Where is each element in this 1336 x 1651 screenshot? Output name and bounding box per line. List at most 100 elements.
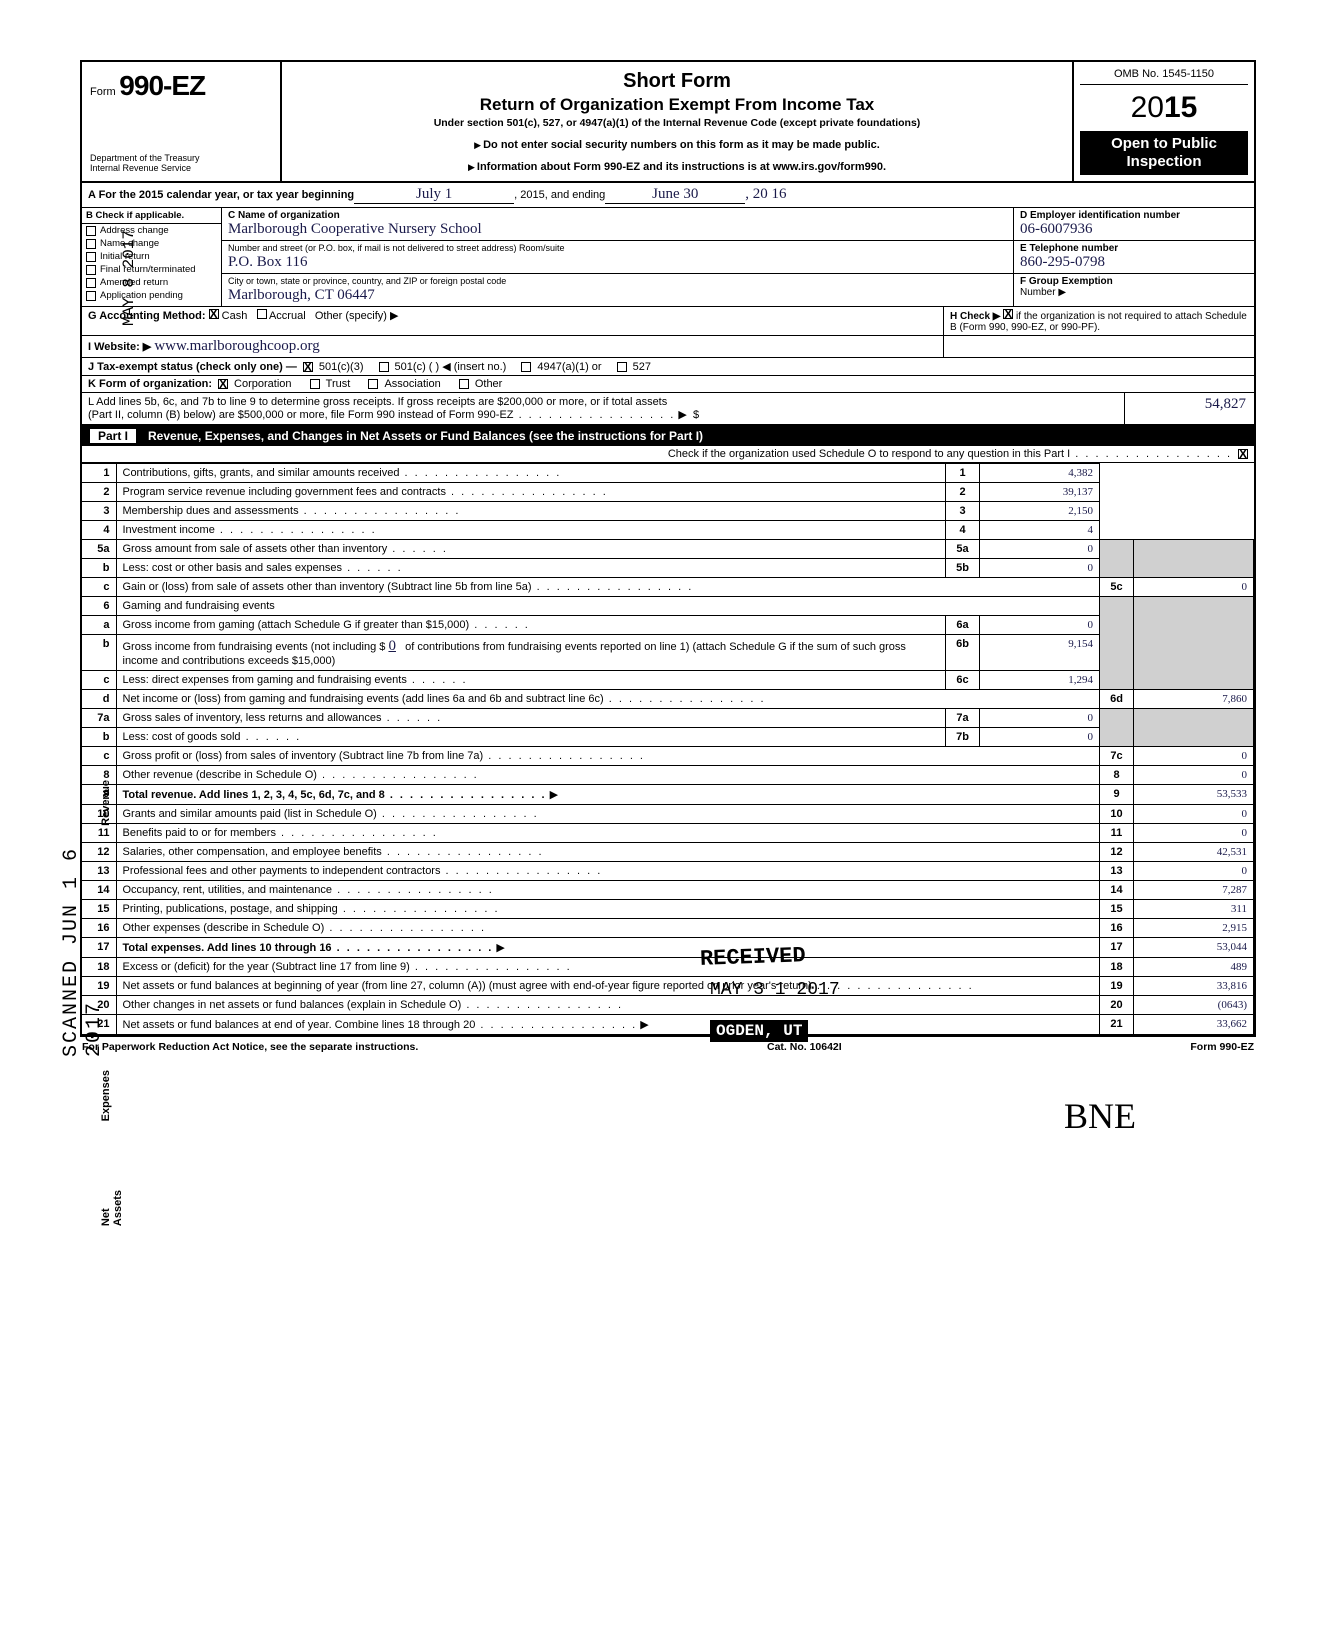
instr-ssn: Do not enter social security numbers on … [294,139,1060,151]
chk-schedule-o[interactable] [1238,449,1248,459]
stamp-may-side: MAY 8 2017 [120,230,138,326]
row-i: I Website: ▶ www.marlboroughcoop.org [82,336,1254,358]
footer: For Paperwork Reduction Act Notice, see … [80,1037,1256,1057]
line-6b: bGross income from fundraising events (n… [82,635,1254,671]
line-13: 13Professional fees and other payments t… [82,862,1254,881]
row-h: H Check ▶ if the organization is not req… [944,307,1254,335]
line-6c: cLess: direct expenses from gaming and f… [82,671,1254,690]
col-b: B Check if applicable. Address change Na… [82,208,222,306]
line-6: 6Gaming and fundraising events [82,597,1254,616]
header-left: Form 990-EZ Department of the Treasury I… [82,62,282,181]
tax-year: 2015 [1080,91,1248,125]
org-city: Marlborough, CT 06447 [228,287,375,303]
chk-assoc[interactable] [368,379,378,389]
line-7c: cGross profit or (loss) from sales of in… [82,747,1254,766]
chk-h[interactable] [1003,309,1013,319]
row-i-left: I Website: ▶ www.marlboroughcoop.org [82,336,944,357]
header-right: OMB No. 1545-1150 2015 Open to PublicIns… [1074,62,1254,181]
col-c: C Name of organization Marlborough Coope… [222,208,1014,306]
line-1: 1Contributions, gifts, grants, and simil… [82,464,1254,483]
row-a-yr: , 20 16 [745,186,786,203]
row-a-begin: July 1 [354,186,514,204]
header-center: Short Form Return of Organization Exempt… [282,62,1074,181]
line-5b: bLess: cost or other basis and sales exp… [82,559,1254,578]
part1-label: Part I [90,429,136,443]
row-g: G Accounting Method: Cash Accrual Other … [82,307,944,335]
line-2: 2Program service revenue including gover… [82,483,1254,502]
line-10: 10Grants and similar amounts paid (list … [82,805,1254,824]
form-code: 990-EZ [119,70,205,101]
part1-title: Revenue, Expenses, and Changes in Net As… [148,429,703,443]
chk-other[interactable] [459,379,469,389]
line-15: 15Printing, publications, postage, and s… [82,900,1254,919]
open-public: Open to PublicInspection [1080,131,1248,175]
c-name-block: C Name of organization Marlborough Coope… [222,208,1013,241]
line-9: 9Total revenue. Add lines 1, 2, 3, 4, 5c… [82,785,1254,805]
line-12: 12Salaries, other compensation, and empl… [82,843,1254,862]
side-expenses: Expenses [100,1070,112,1121]
form-990ez: Form 990-EZ Department of the Treasury I… [80,60,1256,1037]
title-under: Under section 501(c), 527, or 4947(a)(1)… [294,117,1060,129]
line-18: 18Excess or (deficit) for the year (Subt… [82,958,1254,977]
c-addr-block: Number and street (or P.O. box, if mail … [222,241,1013,274]
line-16: 16Other expenses (describe in Schedule O… [82,919,1254,938]
footer-right: Form 990-EZ [1190,1041,1254,1053]
row-h-cont [944,336,1254,357]
chk-initial-return[interactable]: Initial return [82,250,221,263]
side-revenue: Revenue [100,780,112,826]
instr-web: Information about Form 990-EZ and its in… [294,161,1060,173]
chk-name-change[interactable]: Name change [82,237,221,250]
title-short-form: Short Form [294,70,1060,93]
org-name: Marlborough Cooperative Nursery School [228,221,482,237]
chk-address-change[interactable]: Address change [82,224,221,237]
chk-corp[interactable] [218,379,228,389]
line-5a: 5aGross amount from sale of assets other… [82,540,1254,559]
phone: 860-295-0798 [1020,254,1105,270]
row-a-label: A For the 2015 calendar year, or tax yea… [88,189,354,201]
line-19: 19Net assets or fund balances at beginni… [82,977,1254,996]
chk-501c3[interactable] [303,362,313,372]
signature: BNE [1064,1095,1136,1137]
dept-1: Department of the Treasury [90,153,272,163]
chk-accrual[interactable] [257,309,267,319]
chk-trust[interactable] [310,379,320,389]
b-header: B Check if applicable. [82,208,221,224]
footer-left: For Paperwork Reduction Act Notice, see … [82,1041,418,1053]
stamp-date: MAY 3 1 2017 [710,980,840,1000]
line-6a: aGross income from gaming (attach Schedu… [82,616,1254,635]
part1-check-row: Check if the organization used Schedule … [82,446,1254,463]
line-17: 17Total expenses. Add lines 10 through 1… [82,938,1254,958]
part1-header: Part I Revenue, Expenses, and Changes in… [82,426,1254,446]
row-l-text: L Add lines 5b, 6c, and 7b to line 9 to … [82,393,1124,424]
row-j: J Tax-exempt status (check only one) — 5… [82,358,1254,376]
footer-mid: Cat. No. 10642I [767,1041,842,1053]
side-netassets: Net Assets [100,1190,124,1226]
row-a: A For the 2015 calendar year, or tax yea… [82,183,1254,208]
line-4: 4Investment income44 [82,521,1254,540]
chk-cash[interactable] [209,309,219,319]
chk-527[interactable] [617,362,627,372]
line-11: 11Benefits paid to or for members110 [82,824,1254,843]
row-gh: G Accounting Method: Cash Accrual Other … [82,307,1254,336]
chk-application-pending[interactable]: Application pending [82,289,221,302]
row-k: K Form of organization: Corporation Trus… [82,376,1254,393]
line-14: 14Occupancy, rent, utilities, and mainte… [82,881,1254,900]
stamp-scanned: SCANNED JUN 1 6 2017 [60,810,106,1057]
line-7b: bLess: cost of goods sold7b0 [82,728,1254,747]
chk-4947[interactable] [521,362,531,372]
ein: 06-6007936 [1020,221,1093,237]
lines-table: 1Contributions, gifts, grants, and simil… [82,463,1254,1035]
website: www.marlboroughcoop.org [154,338,319,354]
line-6d: dNet income or (loss) from gaming and fu… [82,690,1254,709]
chk-amended-return[interactable]: Amended return [82,276,221,289]
line-7a: 7aGross sales of inventory, less returns… [82,709,1254,728]
row-a-end: June 30 [605,186,745,204]
line-3: 3Membership dues and assessments32,150 [82,502,1254,521]
line-5c: cGain or (loss) from sale of assets othe… [82,578,1254,597]
chk-501c[interactable] [379,362,389,372]
block-bcdef: B Check if applicable. Address change Na… [82,208,1254,307]
stamp-ogden: OGDEN, UT [710,1020,808,1042]
omb-number: OMB No. 1545-1150 [1080,68,1248,85]
stamp-received: RECEIVED [700,943,806,972]
chk-final-return[interactable]: Final return/terminated [82,263,221,276]
